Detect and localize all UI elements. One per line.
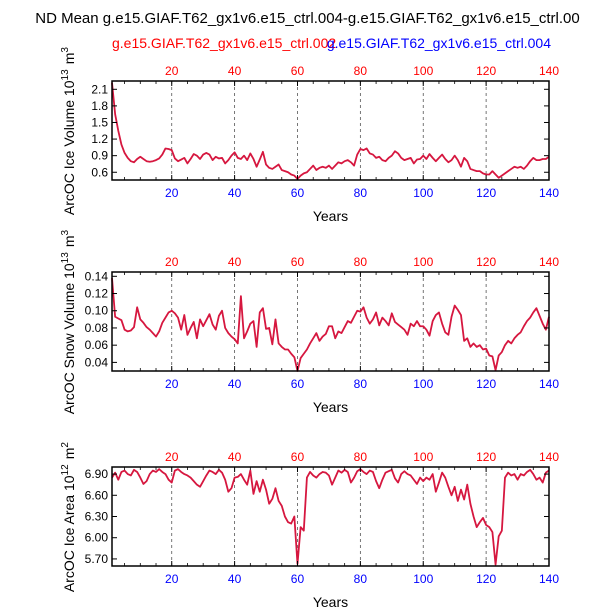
x-tick-label: 20 bbox=[165, 377, 179, 391]
y-tick-label: 0.10 bbox=[85, 304, 109, 318]
series-line bbox=[111, 82, 550, 180]
x-tick-label-top: 20 bbox=[165, 255, 179, 269]
x-tick-label: 20 bbox=[165, 572, 179, 586]
x-tick-label: 80 bbox=[354, 572, 368, 586]
x-tick-label-top: 140 bbox=[539, 255, 559, 269]
x-tick-label-top: 100 bbox=[413, 450, 433, 464]
x-tick-label-top: 20 bbox=[165, 64, 179, 78]
x-axis-label: Years bbox=[313, 399, 348, 415]
x-tick-label: 100 bbox=[413, 572, 433, 586]
x-tick-label: 140 bbox=[539, 572, 559, 586]
x-tick-label: 140 bbox=[539, 186, 559, 200]
plot-frame bbox=[111, 80, 550, 181]
y-axis-label: ArcOC Ice Volume 1013 m3 bbox=[60, 46, 77, 215]
y-tick-label: 0.14 bbox=[85, 269, 109, 283]
series-line bbox=[111, 468, 550, 566]
x-tick-label-top: 100 bbox=[413, 255, 433, 269]
y-tick-label: 6.00 bbox=[85, 531, 109, 545]
x-tick-label-top: 60 bbox=[291, 64, 305, 78]
x-tick-label: 120 bbox=[476, 377, 496, 391]
x-tick-label: 60 bbox=[291, 377, 305, 391]
x-tick-label: 40 bbox=[228, 572, 242, 586]
x-tick-label-top: 80 bbox=[354, 64, 368, 78]
chart-panel-1: 20 20 40 40 60 60 80 80 100 100 120 120 140 140 0.6 0.9… bbox=[60, 46, 559, 224]
x-tick-label: 60 bbox=[291, 186, 305, 200]
y-tick-label: 6.60 bbox=[85, 488, 109, 502]
y-tick-label: 6.90 bbox=[85, 467, 109, 481]
chart-panel-3: 20 20 40 40 60 60 80 80 100 100 120 120 140 140 5.70 6.… bbox=[60, 441, 559, 610]
y-tick-label: 5.70 bbox=[85, 552, 109, 566]
x-tick-label: 80 bbox=[354, 186, 368, 200]
x-axis-label: Years bbox=[313, 594, 348, 610]
series-line bbox=[111, 277, 550, 372]
figure-title: ND Mean g.e15.GIAF.T62_gx1v6.e15_ctrl.00… bbox=[35, 10, 579, 27]
subtitle-right: g.e15.GIAF.T62_gx1v6.e15_ctrl.004 bbox=[327, 35, 551, 51]
x-tick-label-top: 140 bbox=[539, 450, 559, 464]
x-tick-label: 80 bbox=[354, 377, 368, 391]
y-axis-label: ArcOC Ice Area 1012 m2 bbox=[60, 441, 77, 592]
y-tick-label: 1.8 bbox=[91, 99, 108, 113]
x-tick-label-top: 140 bbox=[539, 64, 559, 78]
y-tick-label: 0.6 bbox=[91, 165, 108, 179]
x-tick-label-top: 120 bbox=[476, 255, 496, 269]
plot-frame bbox=[111, 271, 550, 372]
y-tick-label: 0.08 bbox=[85, 321, 109, 335]
subtitle-left: g.e15.GIAF.T62_gx1v6.e15_ctrl.002 bbox=[112, 35, 336, 51]
x-tick-label-top: 120 bbox=[476, 64, 496, 78]
x-tick-label: 40 bbox=[228, 186, 242, 200]
x-tick-label-top: 120 bbox=[476, 450, 496, 464]
y-tick-label: 6.30 bbox=[85, 510, 109, 524]
x-tick-label-top: 60 bbox=[291, 255, 305, 269]
y-axis-label: ArcOC Snow Volume 1013 m3 bbox=[60, 229, 77, 415]
x-tick-label: 100 bbox=[413, 186, 433, 200]
y-tick-label: 0.12 bbox=[85, 287, 109, 301]
y-tick-label: 0.9 bbox=[91, 149, 108, 163]
x-tick-label: 40 bbox=[228, 377, 242, 391]
y-tick-label: 1.2 bbox=[91, 132, 108, 146]
y-tick-label: 1.5 bbox=[91, 115, 108, 129]
y-tick-label: 0.06 bbox=[85, 338, 109, 352]
y-tick-label: 2.1 bbox=[91, 82, 108, 96]
y-tick-label: 0.04 bbox=[85, 355, 109, 369]
x-tick-label-top: 60 bbox=[291, 450, 305, 464]
x-tick-label: 20 bbox=[165, 186, 179, 200]
x-tick-label-top: 80 bbox=[354, 450, 368, 464]
x-tick-label: 60 bbox=[291, 572, 305, 586]
x-tick-label-top: 100 bbox=[413, 64, 433, 78]
x-tick-label: 120 bbox=[476, 186, 496, 200]
chart-panel-2: 20 20 40 40 60 60 80 80 100 100 120 120 140 140 0.04 0.… bbox=[60, 229, 559, 415]
x-tick-label-top: 20 bbox=[165, 450, 179, 464]
x-tick-label: 100 bbox=[413, 377, 433, 391]
x-tick-label-top: 40 bbox=[228, 255, 242, 269]
x-axis-label: Years bbox=[313, 208, 348, 224]
x-tick-label-top: 40 bbox=[228, 450, 242, 464]
x-tick-label: 120 bbox=[476, 572, 496, 586]
x-tick-label-top: 80 bbox=[354, 255, 368, 269]
x-tick-label-top: 40 bbox=[228, 64, 242, 78]
x-tick-label: 140 bbox=[539, 377, 559, 391]
